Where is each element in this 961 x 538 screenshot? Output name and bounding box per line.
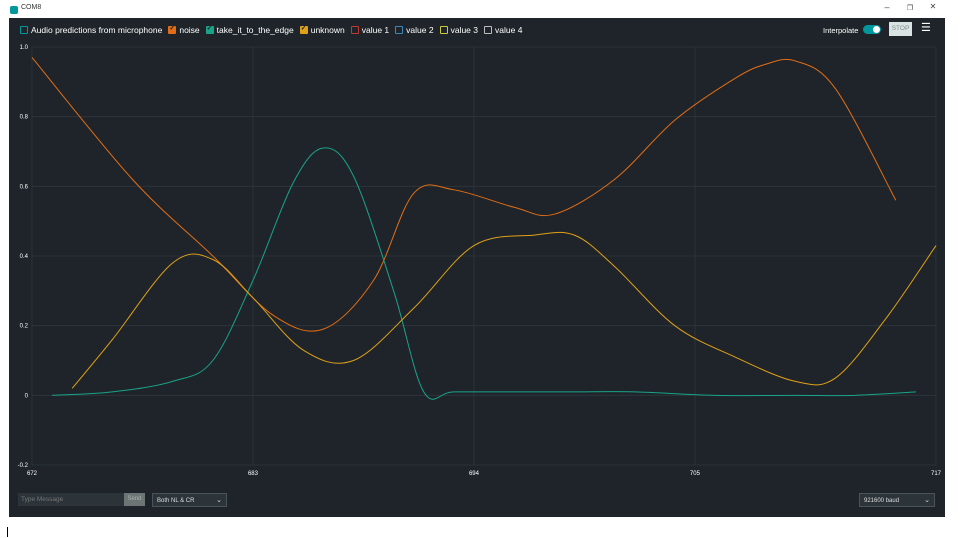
y-tick-label: 1.0 [20,45,29,51]
series-legend: Audio predictions from microphone noise ta… [20,24,522,36]
y-tick-label: 0 [25,393,29,399]
legend-checkbox[interactable] [168,24,177,34]
line-ending-select[interactable]: Both NL & CR ⌄ [152,493,227,507]
interpolate-label: Interpolate [823,26,859,35]
legend-checkbox[interactable] [484,26,493,34]
y-tick-label: 0.6 [20,184,29,190]
legend-label: value 2 [406,25,434,35]
legend-label: Audio predictions from microphone [31,25,163,35]
list-settings-icon[interactable]: ☰ [921,22,931,34]
legend-label: value 4 [495,25,523,35]
legend-item[interactable]: value 3 [439,25,479,35]
legend-item[interactable]: Audio predictions from microphone [20,25,162,35]
legend-checkbox[interactable] [350,26,359,34]
x-tick-label: 705 [690,471,701,477]
chevron-down-icon: ⌄ [924,497,930,504]
legend-checkbox[interactable] [439,26,448,34]
y-tick-label: -0.2 [18,463,29,469]
title-bar: COM8 – ❐ ✕ [0,0,961,18]
stop-button[interactable]: STOP [889,22,912,36]
x-tick-label: 717 [931,471,942,477]
series-line-unknown [71,231,937,389]
legend-item[interactable]: value 1 [350,25,390,35]
series-line-noise [31,57,897,332]
legend-label: noise [179,25,200,35]
legend-checkbox[interactable] [299,24,308,34]
legend-item[interactable]: value 4 [484,25,522,35]
legend-item[interactable]: take_it_to_the_edge [205,24,294,35]
arduino-app-icon [10,6,18,14]
window-title: COM8 [21,4,42,11]
legend-item[interactable]: unknown [299,24,345,35]
baud-rate-select[interactable]: 921600 baud ⌄ [859,493,935,507]
line-ending-value: Both NL & CR [157,498,195,504]
chevron-down-icon: ⌄ [216,497,222,504]
message-input[interactable] [18,493,124,506]
legend-label: value 1 [361,25,390,35]
legend-checkbox[interactable] [20,26,28,34]
x-tick-label: 683 [248,471,259,477]
legend-label: unknown [310,25,345,35]
y-tick-label: 0.4 [20,254,29,260]
x-tick-label: 672 [27,471,38,477]
x-tick-label: 694 [469,471,480,477]
restore-button[interactable]: ❐ [906,5,914,12]
legend-checkbox[interactable] [395,26,404,34]
text-cursor [7,527,8,537]
legend-checkbox[interactable] [205,24,214,34]
interpolate-toggle[interactable] [863,25,881,34]
legend-item[interactable]: value 2 [395,25,434,35]
y-tick-label: 0.8 [20,115,29,121]
serial-plotter-panel [9,18,945,517]
series-line-take-it-to-the-edge [52,147,916,400]
y-tick-label: 0.2 [20,324,29,330]
close-button[interactable]: ✕ [929,2,937,11]
minimize-button[interactable]: – [884,2,890,12]
legend-item[interactable]: noise [168,24,200,35]
baud-rate-value: 921600 baud [864,498,900,504]
send-button[interactable]: Send [124,493,145,506]
legend-label: take_it_to_the_edge [216,25,294,35]
legend-label: value 3 [450,25,479,35]
